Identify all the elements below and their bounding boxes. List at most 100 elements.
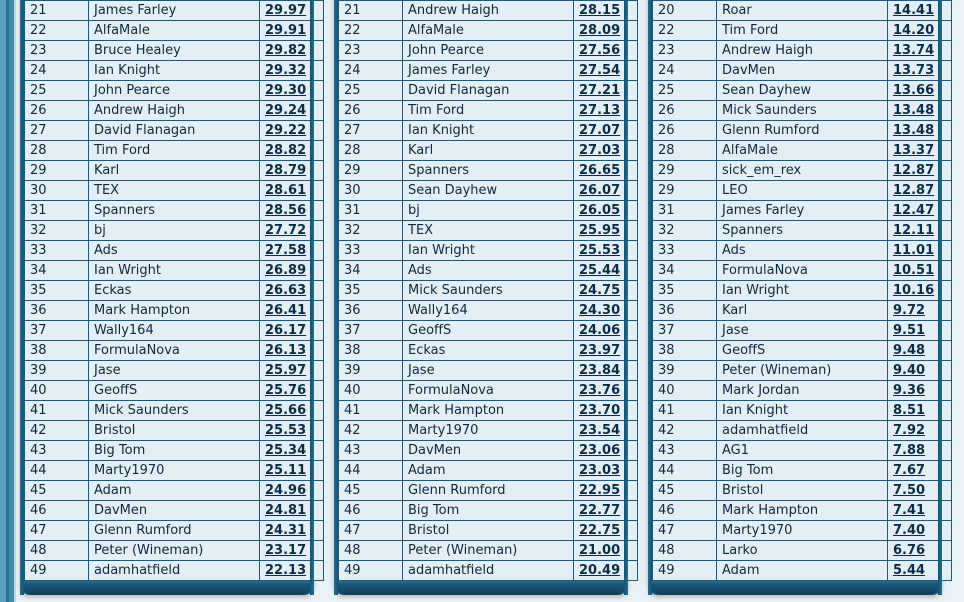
score-link[interactable]: 5.44 bbox=[893, 563, 926, 578]
score-link[interactable]: 28.15 bbox=[579, 3, 621, 18]
score-link[interactable]: 28.09 bbox=[579, 23, 621, 38]
score-link[interactable]: 22.95 bbox=[579, 483, 621, 498]
score-link[interactable]: 24.30 bbox=[579, 303, 621, 318]
score-link[interactable]: 6.76 bbox=[893, 543, 926, 558]
score-link[interactable]: 26.07 bbox=[579, 183, 621, 198]
score-link[interactable]: 29.91 bbox=[265, 23, 307, 38]
score-link[interactable]: 10.16 bbox=[893, 283, 935, 298]
score-link[interactable]: 9.51 bbox=[893, 323, 926, 338]
table-row: 37 GeoffS 24.06 bbox=[338, 320, 638, 341]
score-link[interactable]: 23.54 bbox=[579, 423, 621, 438]
score-link[interactable]: 27.72 bbox=[265, 223, 307, 238]
score-link[interactable]: 13.74 bbox=[893, 43, 935, 58]
score-link[interactable]: 7.92 bbox=[893, 423, 926, 438]
score-link[interactable]: 24.96 bbox=[265, 483, 307, 498]
score-link[interactable]: 25.97 bbox=[265, 363, 307, 378]
score-link[interactable]: 7.88 bbox=[893, 443, 926, 458]
rank-cell: 25 bbox=[652, 80, 717, 101]
score-link[interactable]: 29.82 bbox=[265, 43, 307, 58]
score-link[interactable]: 23.97 bbox=[579, 343, 621, 358]
score-link[interactable]: 9.40 bbox=[893, 363, 926, 378]
score-link[interactable]: 14.20 bbox=[893, 23, 935, 38]
score-link[interactable]: 13.48 bbox=[893, 103, 935, 118]
score-link[interactable]: 27.56 bbox=[579, 43, 621, 58]
score-link[interactable]: 26.13 bbox=[265, 343, 307, 358]
score-link[interactable]: 26.17 bbox=[265, 323, 307, 338]
score-link[interactable]: 21.00 bbox=[579, 543, 621, 558]
score-link[interactable]: 7.67 bbox=[893, 463, 926, 478]
score-link[interactable]: 9.48 bbox=[893, 343, 926, 358]
score-link[interactable]: 13.66 bbox=[893, 83, 935, 98]
score-link[interactable]: 26.65 bbox=[579, 163, 621, 178]
score-link[interactable]: 25.44 bbox=[579, 263, 621, 278]
score-link[interactable]: 27.07 bbox=[579, 123, 621, 138]
score-link[interactable]: 29.30 bbox=[265, 83, 307, 98]
score-link[interactable]: 26.63 bbox=[265, 283, 307, 298]
score-link[interactable]: 25.53 bbox=[579, 243, 621, 258]
score-link[interactable]: 12.87 bbox=[893, 163, 935, 178]
score-cell: 29.82 bbox=[259, 40, 324, 61]
score-link[interactable]: 8.51 bbox=[893, 403, 926, 418]
score-cell: 6.76 bbox=[887, 540, 952, 561]
score-link[interactable]: 22.77 bbox=[579, 503, 621, 518]
score-link[interactable]: 28.61 bbox=[265, 183, 307, 198]
score-link[interactable]: 25.34 bbox=[265, 443, 307, 458]
score-link[interactable]: 27.13 bbox=[579, 103, 621, 118]
score-link[interactable]: 27.21 bbox=[579, 83, 621, 98]
score-link[interactable]: 24.06 bbox=[579, 323, 621, 338]
score-link[interactable]: 22.75 bbox=[579, 523, 621, 538]
score-link[interactable]: 25.11 bbox=[265, 463, 307, 478]
score-link[interactable]: 7.41 bbox=[893, 503, 926, 518]
score-link[interactable]: 29.24 bbox=[265, 103, 307, 118]
score-link[interactable]: 27.58 bbox=[265, 243, 307, 258]
score-link[interactable]: 24.31 bbox=[265, 523, 307, 538]
score-link[interactable]: 14.41 bbox=[893, 3, 935, 18]
rank-cell: 24 bbox=[338, 60, 403, 81]
score-link[interactable]: 7.40 bbox=[893, 523, 926, 538]
score-link[interactable]: 13.37 bbox=[893, 143, 935, 158]
rank-cell: 49 bbox=[338, 560, 403, 581]
table-row: 28 AlfaMale 13.37 bbox=[652, 140, 952, 161]
score-link[interactable]: 26.41 bbox=[265, 303, 307, 318]
score-link[interactable]: 25.53 bbox=[265, 423, 307, 438]
score-link[interactable]: 29.97 bbox=[265, 3, 307, 18]
rank-cell: 32 bbox=[24, 220, 89, 241]
score-link[interactable]: 26.05 bbox=[579, 203, 621, 218]
score-link[interactable]: 13.48 bbox=[893, 123, 935, 138]
score-link[interactable]: 7.50 bbox=[893, 483, 926, 498]
score-link[interactable]: 9.36 bbox=[893, 383, 926, 398]
score-cell: 13.66 bbox=[887, 80, 952, 101]
score-link[interactable]: 12.47 bbox=[893, 203, 935, 218]
score-link[interactable]: 24.75 bbox=[579, 283, 621, 298]
score-link[interactable]: 25.66 bbox=[265, 403, 307, 418]
score-link[interactable]: 28.56 bbox=[265, 203, 307, 218]
score-link[interactable]: 29.22 bbox=[265, 123, 307, 138]
score-link[interactable]: 27.03 bbox=[579, 143, 621, 158]
score-link[interactable]: 9.72 bbox=[893, 303, 926, 318]
score-link[interactable]: 28.79 bbox=[265, 163, 307, 178]
table-row: 49 Adam 5.44 bbox=[652, 560, 952, 581]
score-link[interactable]: 23.06 bbox=[579, 443, 621, 458]
competitor-name-cell: John Pearce bbox=[88, 80, 260, 101]
rank-cell: 46 bbox=[338, 500, 403, 521]
score-link[interactable]: 20.49 bbox=[579, 563, 621, 578]
score-link[interactable]: 29.32 bbox=[265, 63, 307, 78]
score-link[interactable]: 23.70 bbox=[579, 403, 621, 418]
score-link[interactable]: 24.81 bbox=[265, 503, 307, 518]
score-link[interactable]: 22.13 bbox=[265, 563, 307, 578]
score-link[interactable]: 27.54 bbox=[579, 63, 621, 78]
score-link[interactable]: 10.51 bbox=[893, 263, 935, 278]
score-link[interactable]: 12.11 bbox=[893, 223, 935, 238]
score-link[interactable]: 23.84 bbox=[579, 363, 621, 378]
score-link[interactable]: 25.95 bbox=[579, 223, 621, 238]
score-link[interactable]: 28.82 bbox=[265, 143, 307, 158]
score-link[interactable]: 13.73 bbox=[893, 63, 935, 78]
score-link[interactable]: 23.03 bbox=[579, 463, 621, 478]
score-link[interactable]: 26.89 bbox=[265, 263, 307, 278]
score-link[interactable]: 23.17 bbox=[265, 543, 307, 558]
score-link[interactable]: 23.76 bbox=[579, 383, 621, 398]
score-cell: 28.15 bbox=[573, 0, 638, 21]
score-link[interactable]: 25.76 bbox=[265, 383, 307, 398]
score-link[interactable]: 11.01 bbox=[893, 243, 935, 258]
score-link[interactable]: 12.87 bbox=[893, 183, 935, 198]
